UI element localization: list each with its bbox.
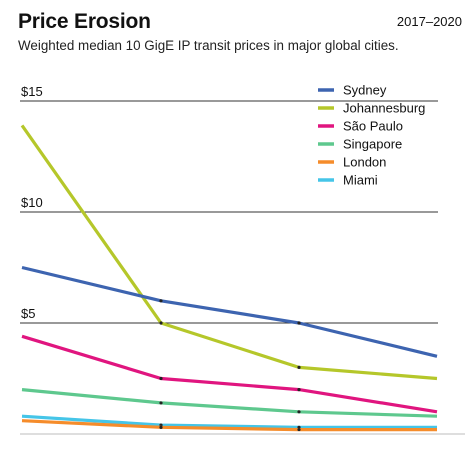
legend-label-singapore: Singapore	[343, 137, 402, 152]
data-point-sydney	[297, 321, 301, 325]
legend: Sydney Johannesburg São Paulo Singapore Lond…	[318, 83, 425, 188]
legend-label-sydney: Sydney	[343, 83, 387, 98]
legend-label-johannesburg: Johannesburg	[343, 101, 425, 116]
series-line-singapore	[21, 388, 438, 418]
legend-label-miami: Miami	[343, 173, 378, 188]
data-point-sydney	[159, 299, 163, 303]
y-tick-label: $15	[21, 84, 43, 99]
data-point-singapore	[297, 410, 301, 414]
data-point-johannesburg	[297, 365, 301, 369]
series-line-s-o-paulo	[21, 334, 438, 414]
data-point-johannesburg	[159, 321, 163, 325]
chart-subtitle: Weighted median 10 GigE IP transit price…	[18, 38, 399, 53]
series-line-sydney	[21, 265, 438, 358]
year-range: 2017–2020	[396, 14, 462, 29]
gridlines: $5 $10 $15	[20, 84, 465, 435]
series-lines	[20, 124, 438, 432]
data-point-london	[159, 425, 163, 429]
data-point-s-o-paulo	[159, 376, 163, 381]
series-line-johannesburg	[20, 124, 438, 381]
data-point-london	[297, 427, 301, 432]
y-tick-label: $10	[21, 195, 43, 210]
chart-title: Price Erosion	[18, 10, 151, 33]
series-line-london	[21, 419, 437, 432]
legend-label-s-o-paulo: São Paulo	[343, 119, 403, 134]
series-line-miami	[21, 414, 437, 429]
data-point-s-o-paulo	[297, 388, 301, 392]
data-point-singapore	[159, 401, 163, 405]
legend-label-london: London	[343, 155, 386, 170]
y-tick-label: $5	[21, 306, 35, 321]
